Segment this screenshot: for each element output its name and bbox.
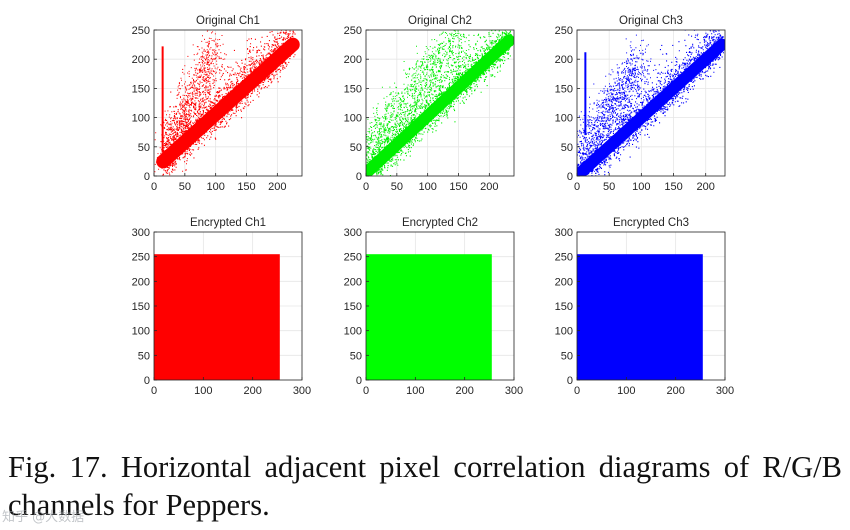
chart-panel-4: 0 100 200 300 0 50 100 150 200 250 300 Encrypted Ch… [132, 217, 312, 397]
y-tick-label: 250 [344, 25, 362, 37]
chart-title: Original Ch2 [408, 15, 472, 27]
y-tick-label: 50 [561, 142, 573, 154]
x-tick-label: 0 [151, 385, 157, 397]
chart-panel-2: 0 50 100 150 200 0 50 100 150 200 250 Original Ch2 [344, 15, 515, 193]
y-tick-label: 100 [344, 113, 362, 125]
x-tick-label: 300 [716, 385, 734, 397]
data-points [366, 254, 492, 380]
x-tick-label: 100 [206, 181, 224, 193]
y-tick-label: 300 [344, 227, 362, 239]
y-tick-label: 100 [555, 326, 573, 338]
uniform-point-cloud [154, 254, 280, 380]
y-tick-label: 0 [356, 375, 362, 387]
y-tick-label: 100 [132, 326, 150, 338]
y-tick-label: 200 [555, 54, 573, 66]
x-tick-label: 100 [632, 181, 650, 193]
x-tick-label: 150 [449, 181, 467, 193]
chart-title: Original Ch3 [619, 15, 683, 27]
y-tick-label: 200 [344, 54, 362, 66]
axes-box [365, 29, 515, 177]
y-tick-label: 300 [132, 227, 150, 239]
chart-panel-6: 0 100 200 300 0 50 100 150 200 250 300 Encrypted Ch… [555, 217, 735, 397]
y-tick-label: 100 [132, 113, 150, 125]
y-tick-label: 50 [561, 350, 573, 362]
data-points [366, 30, 514, 176]
watermark-text: 知乎 @大数据 [2, 510, 85, 525]
scatter-points [366, 30, 513, 176]
y-tick-label: 50 [138, 350, 150, 362]
data-points [154, 30, 300, 176]
x-tick-label: 50 [603, 181, 615, 193]
x-tick-label: 200 [666, 385, 684, 397]
x-tick-label: 100 [406, 385, 424, 397]
y-tick-label: 200 [344, 276, 362, 288]
chart-panel-1: 0 50 100 150 200 0 50 100 150 200 250 Original Ch1 [132, 15, 303, 193]
x-tick-label: 150 [237, 181, 255, 193]
y-tick-label: 150 [555, 83, 573, 95]
axes-box [576, 29, 726, 177]
chart-panel-3: 0 50 100 150 200 0 50 100 150 200 250 Original Ch3 [555, 15, 726, 193]
x-tick-label: 200 [455, 385, 473, 397]
x-tick-label: 200 [480, 181, 498, 193]
data-points [577, 254, 703, 380]
x-tick-label: 0 [363, 385, 369, 397]
axes-box [153, 29, 303, 177]
x-tick-label: 0 [574, 385, 580, 397]
x-tick-label: 200 [697, 181, 715, 193]
x-tick-label: 100 [617, 385, 635, 397]
y-tick-label: 100 [555, 113, 573, 125]
y-tick-label: 0 [144, 171, 150, 183]
data-points [154, 254, 280, 380]
y-tick-label: 0 [356, 171, 362, 183]
chart-panel-5: 0 100 200 300 0 50 100 150 200 250 300 Encrypted Ch… [344, 217, 524, 397]
y-tick-label: 200 [555, 276, 573, 288]
x-tick-label: 50 [391, 181, 403, 193]
y-tick-label: 200 [132, 276, 150, 288]
data-points [577, 30, 725, 176]
y-tick-label: 100 [344, 326, 362, 338]
y-tick-label: 300 [555, 227, 573, 239]
uniform-point-cloud [577, 254, 703, 380]
figure-caption: Fig. 17. Horizontal adjacent pixel corre… [8, 450, 842, 522]
chart-title: Encrypted Ch3 [613, 217, 689, 229]
y-tick-label: 150 [555, 301, 573, 313]
y-tick-label: 150 [132, 301, 150, 313]
y-tick-label: 250 [344, 252, 362, 264]
y-tick-label: 150 [132, 83, 150, 95]
x-tick-label: 150 [664, 181, 682, 193]
x-tick-label: 0 [574, 181, 580, 193]
x-tick-label: 300 [293, 385, 311, 397]
y-tick-label: 200 [132, 54, 150, 66]
x-tick-label: 0 [151, 181, 157, 193]
y-tick-label: 0 [144, 375, 150, 387]
chart-title: Encrypted Ch1 [190, 217, 266, 229]
y-tick-label: 250 [555, 25, 573, 37]
y-tick-label: 250 [132, 252, 150, 264]
x-tick-label: 100 [194, 385, 212, 397]
x-tick-label: 100 [418, 181, 436, 193]
y-tick-label: 50 [350, 142, 362, 154]
uniform-point-cloud [366, 254, 492, 380]
x-tick-label: 300 [505, 385, 523, 397]
chart-title: Encrypted Ch2 [402, 217, 478, 229]
y-tick-label: 50 [138, 142, 150, 154]
chart-title: Original Ch1 [196, 15, 260, 27]
y-tick-label: 150 [344, 83, 362, 95]
x-tick-label: 200 [268, 181, 286, 193]
y-tick-label: 50 [350, 350, 362, 362]
y-tick-label: 250 [132, 25, 150, 37]
scatter-points [154, 30, 296, 176]
y-tick-label: 250 [555, 252, 573, 264]
x-tick-label: 0 [363, 181, 369, 193]
x-tick-label: 200 [243, 385, 261, 397]
scatter-points [577, 30, 725, 176]
y-tick-label: 0 [567, 375, 573, 387]
x-tick-label: 50 [179, 181, 191, 193]
y-tick-label: 0 [567, 171, 573, 183]
y-tick-label: 150 [344, 301, 362, 313]
